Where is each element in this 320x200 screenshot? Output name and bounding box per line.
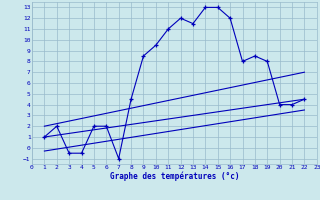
X-axis label: Graphe des températures (°c): Graphe des températures (°c) — [110, 172, 239, 181]
